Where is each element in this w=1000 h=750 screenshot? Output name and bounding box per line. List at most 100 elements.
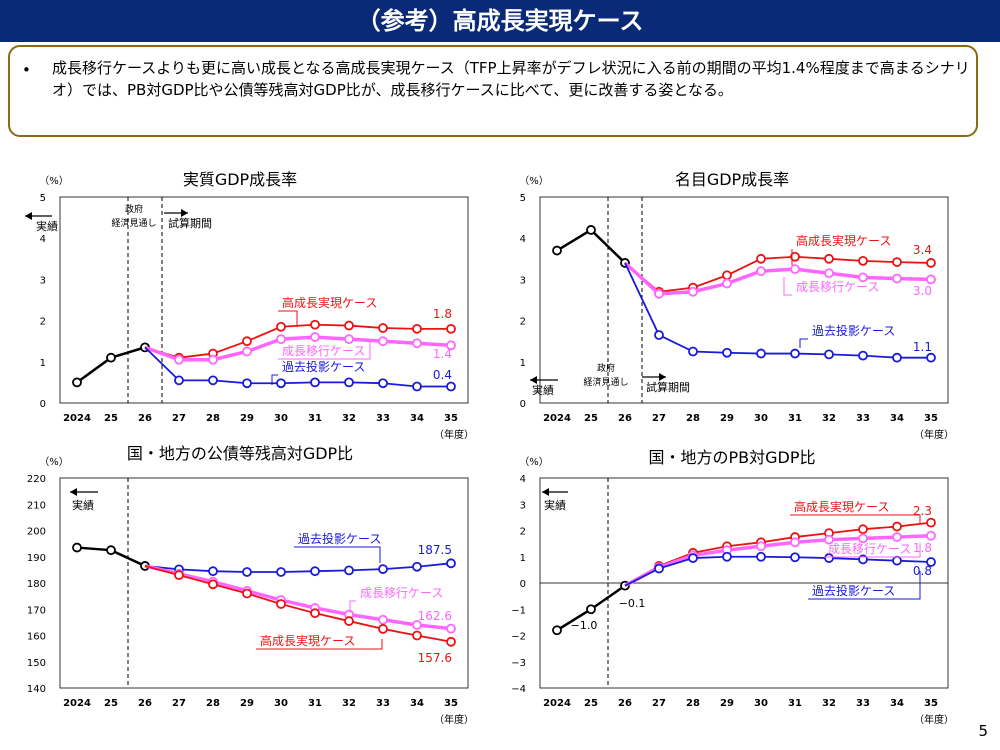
data-point-high	[344, 616, 354, 626]
annotation-arrowhead-actual	[25, 212, 32, 220]
data-point-high	[446, 636, 456, 647]
data-point-transition	[926, 530, 936, 541]
annotation-arrowhead-actual	[70, 488, 77, 496]
plot-frame	[539, 196, 949, 404]
data-point-past	[378, 564, 388, 574]
data-point-past	[926, 352, 936, 363]
x-tick-label: 26	[618, 698, 632, 709]
data-point-past	[790, 552, 800, 563]
x-tick-label: 34	[410, 413, 424, 424]
y-unit-label: （%）	[519, 175, 549, 187]
data-point-high	[412, 323, 422, 334]
data-point-transition	[446, 623, 456, 634]
series-name-label-past: 過去投影ケース	[812, 583, 895, 598]
data-point-high	[378, 624, 388, 634]
x-tick-label: 25	[584, 413, 598, 424]
series-line-past	[624, 555, 932, 587]
data-point-past	[926, 557, 936, 567]
data-point-high	[722, 270, 732, 281]
data-point-past	[654, 563, 664, 574]
leader-line-high	[278, 310, 298, 327]
data-point-actual	[72, 542, 82, 553]
data-point-high	[892, 521, 902, 532]
annotation-actual: 実績	[72, 498, 94, 512]
end-value-label-past: 0.4	[433, 368, 452, 382]
annotation-actual: 実績	[532, 383, 554, 397]
data-point-past	[824, 553, 834, 563]
y-tick-label: 0	[520, 579, 526, 590]
x-tick-label: 27	[172, 413, 186, 424]
data-point-transition	[412, 620, 422, 630]
annotation-arrowhead-actual	[542, 488, 549, 496]
data-point-high	[174, 570, 184, 581]
y-tick-label: 200	[27, 527, 46, 538]
series-line-transition	[144, 335, 452, 362]
x-tick-label: 29	[720, 698, 734, 709]
data-point-high	[858, 524, 868, 535]
data-point-past	[722, 551, 732, 562]
y-tick-label: 2	[520, 527, 526, 538]
leader-line-transition	[278, 340, 371, 360]
x-tick-label: 2024	[63, 698, 91, 709]
leader-line-transition	[824, 543, 921, 558]
y-tick-label: 4	[40, 234, 46, 245]
data-point-transition	[926, 274, 936, 285]
y-tick-label: 3	[520, 275, 526, 286]
y-tick-label: 2	[40, 317, 46, 328]
end-value-label-high: 1.8	[433, 307, 452, 321]
annotation-outlook1: 政府	[597, 362, 615, 374]
data-point-transition	[446, 340, 456, 351]
x-tick-label: 33	[856, 698, 870, 709]
leader-line-past	[808, 571, 921, 600]
y-unit-label: （%）	[519, 456, 549, 468]
x-tick-label: 30	[274, 698, 288, 709]
x-tick-label: 35	[924, 413, 938, 424]
x-tick-label: 2024	[543, 413, 571, 424]
annotation-actual: 実績	[36, 219, 58, 233]
annotation-outlook2: 経済見通し	[583, 376, 628, 388]
bullet-mark: •	[22, 61, 31, 79]
data-point-high	[824, 253, 834, 264]
page-number: 5	[978, 722, 988, 740]
data-point-transition	[276, 334, 286, 345]
series-name-label-high: 高成長実現ケース	[282, 295, 377, 310]
y-tick-label: 4	[520, 474, 526, 485]
end-value-label-transition: 3.0	[913, 284, 932, 298]
data-point-high	[242, 336, 252, 347]
leader-line-high	[256, 639, 383, 650]
data-point-transition	[654, 288, 664, 299]
series-line-high	[624, 521, 932, 587]
series-line-high	[624, 255, 932, 293]
x-tick-label: 2024	[543, 698, 571, 709]
data-point-high	[242, 588, 252, 599]
data-point-past	[310, 566, 320, 577]
y-tick-label: 5	[40, 193, 46, 204]
x-tick-label: 25	[584, 698, 598, 709]
data-point-transition	[790, 537, 800, 548]
x-unit-label: （年度）	[434, 713, 474, 726]
x-tick-label: 28	[206, 698, 220, 709]
summary-text: 成長移行ケースよりも更に高い成長となる高成長実現ケース（TFP上昇率がデフレ状況…	[52, 59, 970, 99]
series-name-label-high: 高成長実現ケース	[796, 233, 891, 248]
data-point-actual	[586, 604, 596, 615]
data-point-transition	[858, 272, 868, 283]
data-point-transition	[174, 354, 184, 365]
x-tick-label: 25	[104, 413, 118, 424]
data-point-high	[756, 253, 766, 264]
series-line-high	[144, 323, 451, 359]
series-name-label-past: 過去投影ケース	[812, 323, 895, 338]
x-tick-label: 25	[104, 698, 118, 709]
plot-frame	[59, 196, 469, 404]
series-name-label-transition: 成長移行ケース	[360, 586, 443, 600]
x-tick-label: 31	[788, 413, 802, 424]
chart-title: 国・地方の公債等残高対GDP比	[127, 445, 353, 463]
end-value-label-high: 157.6	[418, 651, 452, 665]
y-unit-label: （%）	[39, 456, 69, 468]
x-tick-label: 29	[240, 413, 254, 424]
data-point-high	[276, 321, 286, 332]
x-tick-label: 35	[924, 698, 938, 709]
data-point-high	[412, 630, 422, 641]
data-point-past	[756, 551, 766, 562]
chart-title: 名目GDP成長率	[675, 170, 789, 189]
data-point-past	[344, 565, 354, 576]
